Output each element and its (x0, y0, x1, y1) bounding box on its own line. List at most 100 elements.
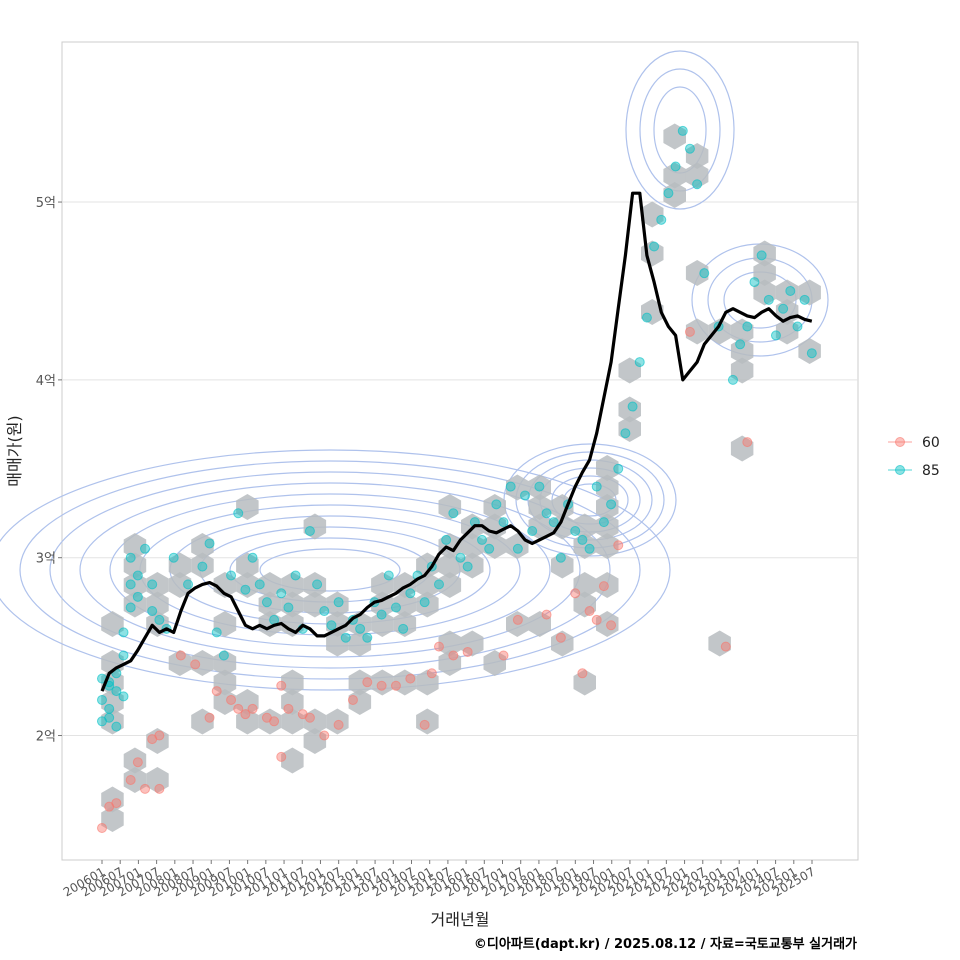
hex-bin (708, 630, 731, 657)
hex-bin (168, 572, 192, 598)
legend-key-marker (895, 465, 905, 475)
data-point-60 (606, 620, 617, 631)
data-point-85 (627, 401, 638, 412)
data-point-60 (577, 668, 588, 679)
data-point-60 (132, 757, 143, 768)
data-point-85 (154, 614, 165, 625)
data-point-85 (577, 534, 588, 545)
hex-bin (573, 533, 596, 559)
hex-bin (775, 279, 799, 306)
data-point-60 (276, 751, 287, 762)
data-point-60 (154, 730, 165, 741)
y-tick-label: 4억 (36, 374, 56, 389)
data-point-60 (541, 609, 552, 620)
data-point-85 (125, 552, 136, 563)
hex-bin (101, 786, 124, 813)
data-point-85 (355, 623, 366, 634)
data-point-85 (799, 294, 810, 305)
data-point-60 (319, 730, 330, 741)
hex-bin (416, 591, 439, 618)
data-point-85 (197, 561, 208, 572)
data-point-60 (591, 614, 602, 625)
data-point-85 (218, 650, 229, 661)
data-point-60 (276, 680, 287, 691)
hex-bin (438, 572, 462, 598)
hex-bin (281, 747, 304, 774)
data-point-60 (684, 326, 695, 337)
hex-bin (123, 747, 147, 774)
hex-bin (483, 650, 506, 676)
y-axis-title: 매매가(원) (5, 415, 24, 486)
data-point-60 (419, 719, 430, 730)
contour-ring (49, 471, 611, 669)
data-point-85 (598, 517, 609, 528)
data-point-85 (168, 552, 179, 563)
data-point-85 (477, 534, 488, 545)
data-point-85 (319, 606, 330, 617)
data-point-60 (613, 540, 624, 551)
data-point-85 (735, 339, 746, 350)
data-point-85 (132, 591, 143, 602)
hex-bin (438, 494, 462, 520)
data-point-60 (211, 686, 222, 697)
data-point-85 (398, 623, 409, 634)
data-point-85 (670, 161, 681, 172)
data-point-85 (792, 321, 803, 332)
hex-bin (528, 474, 551, 501)
hex-bin (371, 572, 394, 598)
data-point-85 (742, 321, 753, 332)
hex-bin (798, 338, 821, 364)
data-point-85 (484, 543, 495, 554)
data-point-85 (340, 632, 351, 643)
data-point-85 (756, 250, 767, 261)
data-point-60 (304, 712, 315, 723)
hex-bin (685, 143, 709, 169)
data-point-60 (97, 822, 107, 833)
data-point-60 (376, 680, 387, 691)
data-point-60 (584, 606, 595, 617)
data-point-85 (304, 526, 315, 537)
data-point-60 (247, 703, 258, 714)
hex-bin (573, 591, 596, 618)
hex-bin (326, 591, 349, 618)
data-point-85 (656, 214, 667, 225)
data-point-60 (462, 646, 473, 657)
data-point-60 (433, 641, 444, 652)
data-point-60 (125, 774, 136, 785)
hex-bin (438, 650, 462, 676)
data-point-85 (770, 330, 781, 341)
hex-bin (685, 162, 709, 189)
data-point-85 (677, 125, 688, 136)
data-point-85 (606, 499, 617, 510)
data-point-85 (441, 534, 452, 545)
data-point-85 (778, 303, 789, 314)
hex-bin (303, 708, 327, 735)
hex-bin (281, 689, 304, 715)
hex-bin (483, 533, 506, 559)
data-point-85 (512, 543, 523, 554)
data-point-60 (240, 709, 251, 720)
data-point-85 (183, 579, 194, 590)
data-point-85 (276, 588, 287, 599)
hex-bin (730, 338, 754, 364)
hex-bin (168, 552, 192, 579)
hex-bin (146, 572, 169, 598)
data-point-85 (125, 602, 136, 613)
hex-bin (348, 630, 372, 657)
data-point-60 (347, 694, 358, 705)
data-point-85 (491, 499, 502, 510)
hex-bin (551, 513, 574, 540)
hex-bin (236, 689, 259, 715)
hex-bin (348, 669, 372, 696)
contour-ring (79, 482, 581, 658)
hex-bin (303, 591, 327, 618)
hex-bin (753, 240, 776, 267)
hex-bin (596, 611, 619, 637)
y-axis-ticks: 2억 3억 4억 5억 (36, 196, 62, 745)
hex-bin (753, 279, 776, 306)
data-point-85 (111, 686, 122, 697)
data-point-85 (111, 721, 122, 732)
data-point-85 (333, 597, 344, 608)
hex-bin (461, 630, 484, 657)
data-point-85 (448, 508, 459, 519)
